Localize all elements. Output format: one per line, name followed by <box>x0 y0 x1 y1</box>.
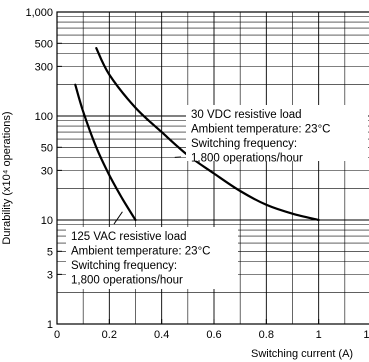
annotation-text: 30 VDC resistive load <box>191 109 302 121</box>
annotation-text: Switching frequency: <box>191 138 297 150</box>
annotation-text: 1,800 operations/hour <box>71 275 183 287</box>
y-tick-label: 1 <box>47 319 53 331</box>
curve-2 <box>74 83 137 222</box>
y-tick-label: 1,000 <box>25 7 53 19</box>
annotation-text: 1,800 operations/hour <box>191 153 303 165</box>
curve-1 <box>95 47 320 222</box>
y-axis-title: Durability (x10⁴ operations) <box>1 111 13 244</box>
x-tick-label: 0.6 <box>206 329 221 341</box>
annotation-text: Ambient temperature: 23°C <box>191 124 330 136</box>
axes: 0 0.2 0.4 0.6 0.8 1 1.2 1 3 5 10 30 50 100 300 500 1,000 <box>25 7 369 341</box>
y-tick-label: 10 <box>41 215 53 227</box>
annotation-leader <box>113 211 123 225</box>
annotations: 30 VDC resistive load Ambient temperature… <box>66 105 368 289</box>
x-axis-title: Switching current (A) <box>251 348 353 360</box>
annotation-text: Ambient temperature: 23°C <box>71 246 210 258</box>
y-tick-label: 50 <box>41 142 53 154</box>
y-tick-label: 3 <box>47 269 53 281</box>
x-tick-label: 0 <box>54 329 60 341</box>
y-tick-label: 30 <box>41 165 53 177</box>
annotation-box <box>66 227 238 289</box>
y-tick-label: 100 <box>35 111 53 123</box>
annotation-box <box>186 105 368 161</box>
y-tick-label: 5 <box>47 246 53 258</box>
annotation-text: 125 VAC resistive load <box>71 231 186 243</box>
x-tick-label: 0.2 <box>102 329 117 341</box>
y-tick-label: 300 <box>35 61 53 73</box>
y-tick-label: 500 <box>35 38 53 50</box>
x-tick-label: 1.2 <box>363 329 369 341</box>
x-tick-label: 1 <box>316 329 322 341</box>
curves <box>74 47 320 222</box>
annotation-text: Switching frequency: <box>71 260 177 272</box>
x-tick-label: 0.8 <box>259 329 274 341</box>
x-tick-label: 0.4 <box>154 329 169 341</box>
